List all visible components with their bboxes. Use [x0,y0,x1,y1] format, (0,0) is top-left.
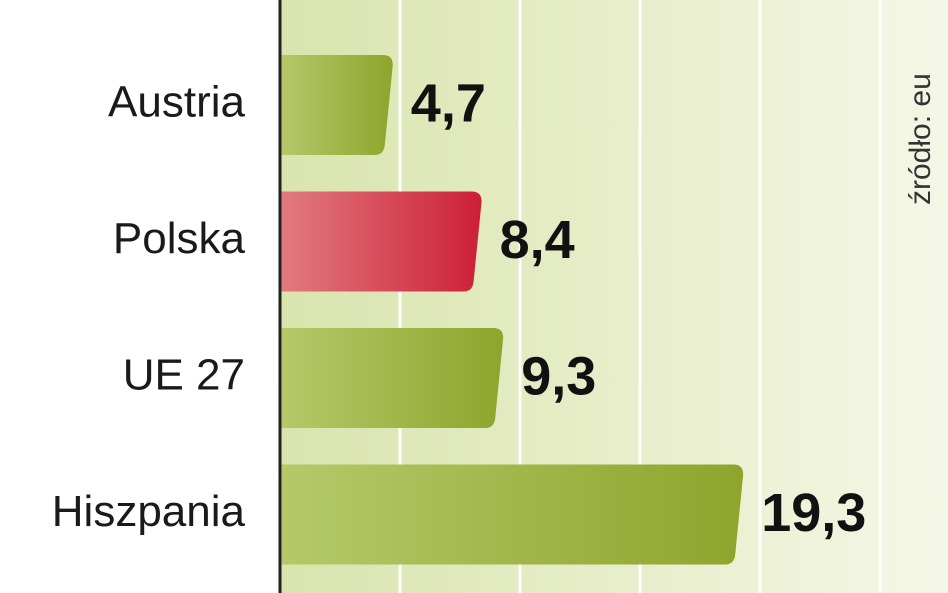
category-label: UE 27 [123,351,245,400]
value-label: 19,3 [761,483,866,543]
category-label: Polska [113,214,246,263]
category-label: Austria [108,78,245,127]
bar [280,464,744,565]
bar [280,55,393,155]
bar [280,191,482,292]
bar [280,328,504,428]
source-note: źródło: eu [904,73,937,205]
value-label: 9,3 [521,346,596,406]
value-label: 8,4 [500,210,575,270]
value-label: 4,7 [411,73,486,133]
category-label: Hiszpania [52,487,246,536]
